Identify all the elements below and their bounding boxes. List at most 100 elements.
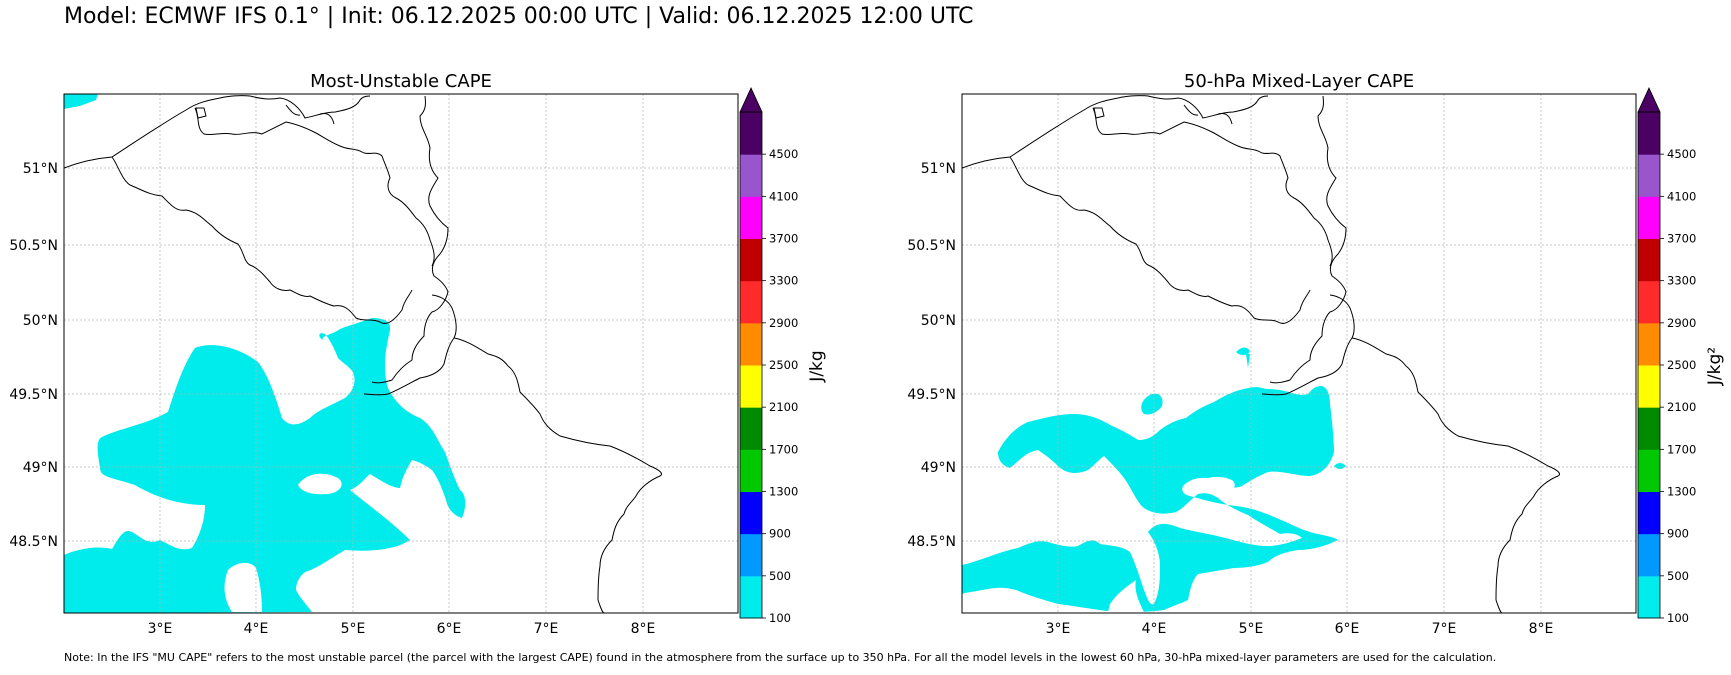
gridlines bbox=[962, 94, 1636, 613]
lat-tick: 48.5°N bbox=[9, 534, 58, 550]
colorbar-tick-label: 1700 bbox=[769, 442, 798, 456]
colorbar-tick-label: 900 bbox=[1667, 527, 1689, 541]
lat-tick: 49°N bbox=[921, 460, 956, 476]
lon-tick: 8°E bbox=[1529, 621, 1554, 637]
lon-tick: 4°E bbox=[244, 621, 269, 637]
colorbar-segment bbox=[1638, 533, 1660, 577]
lon-tick: 3°E bbox=[148, 621, 173, 637]
map-area bbox=[64, 94, 738, 613]
border-luxembourg bbox=[363, 294, 457, 396]
map-frame bbox=[961, 93, 1637, 614]
lat-tick-labels: 48.5°N 49°N 49.5°N 50°N 50.5°N 51°N bbox=[907, 161, 956, 550]
border-france-belgium bbox=[111, 156, 413, 324]
colorbar-tick-label: 4100 bbox=[769, 189, 798, 203]
lat-tick: 49.5°N bbox=[9, 387, 58, 403]
lat-tick: 49°N bbox=[23, 460, 58, 476]
border-netherlands-belgium bbox=[194, 107, 431, 241]
cape-fill-areas bbox=[962, 347, 1346, 612]
colorbar: 100 500 900 1300 1700 2100 2500 2900 3300 3700 410… bbox=[1637, 87, 1696, 625]
lat-tick-labels: 48.5°N 49°N 49.5°N 50°N 50.5°N 51°N bbox=[9, 161, 58, 550]
colorbar-segment bbox=[740, 238, 762, 282]
lon-tick: 6°E bbox=[437, 621, 462, 637]
colorbar-segment bbox=[740, 322, 762, 366]
colorbar: 100 500 900 1300 1700 2100 2500 2900 3300 3700 410… bbox=[739, 87, 798, 625]
colorbar-segment bbox=[1638, 575, 1660, 619]
gridlines bbox=[64, 94, 738, 613]
figure-title: Model: ECMWF IFS 0.1° | Init: 06.12.2025… bbox=[64, 4, 974, 29]
colorbar-tick-label: 2100 bbox=[769, 400, 798, 414]
lon-tick: 7°E bbox=[534, 621, 559, 637]
lat-tick: 51°N bbox=[23, 161, 58, 177]
colorbar-tick-label: 500 bbox=[769, 569, 791, 583]
map-area bbox=[962, 94, 1636, 613]
border-luxembourg bbox=[1261, 294, 1355, 396]
colorbar-extend-triangle bbox=[739, 87, 763, 113]
colorbar-segment bbox=[1638, 112, 1660, 155]
colorbar-segment bbox=[1638, 322, 1660, 366]
colorbar-tick-label: 100 bbox=[769, 611, 791, 625]
lon-tick-labels: 3°E 4°E 5°E 6°E 7°E 8°E bbox=[1046, 621, 1554, 637]
colorbar-segment bbox=[740, 449, 762, 492]
border-netherlands-belgium bbox=[1092, 107, 1329, 241]
border-germany-france bbox=[1351, 337, 1561, 613]
colorbar-segment bbox=[1638, 449, 1660, 492]
colorbar-tick-label: 3700 bbox=[769, 232, 798, 246]
lon-tick: 8°E bbox=[631, 621, 656, 637]
lon-tick: 3°E bbox=[1046, 621, 1071, 637]
panel-title: Most-Unstable CAPE bbox=[310, 71, 492, 92]
cape-region-main bbox=[64, 318, 466, 613]
lon-tick: 6°E bbox=[1335, 621, 1360, 637]
lon-tick: 5°E bbox=[1239, 621, 1264, 637]
lon-tick: 5°E bbox=[341, 621, 366, 637]
colorbar-tick-label: 2500 bbox=[769, 358, 798, 372]
colorbar-tick-label: 3300 bbox=[769, 274, 798, 288]
cape-fill-areas bbox=[64, 94, 466, 613]
colorbar-label: J/kg² bbox=[1705, 347, 1725, 386]
colorbar-segment bbox=[740, 196, 762, 239]
panel-mu-cape: Most-Unstable CAPE bbox=[9, 71, 827, 637]
colorbar-tick-label: 2900 bbox=[1667, 316, 1696, 330]
colorbar-segment bbox=[1638, 365, 1660, 408]
colorbar-tick-label: 2500 bbox=[1667, 358, 1696, 372]
footnote: Note: In the IFS "MU CAPE" refers to the… bbox=[64, 651, 1497, 664]
colorbar-segment bbox=[1638, 407, 1660, 450]
colorbar-segment bbox=[740, 365, 762, 408]
colorbar-segment bbox=[1638, 196, 1660, 239]
lat-tick: 50.5°N bbox=[907, 238, 956, 254]
colorbar-segment bbox=[1638, 238, 1660, 282]
colorbar-segment bbox=[740, 533, 762, 577]
lon-tick: 4°E bbox=[1142, 621, 1167, 637]
border-germany-france bbox=[453, 337, 663, 613]
lon-tick-labels: 3°E 4°E 5°E 6°E 7°E 8°E bbox=[148, 621, 656, 637]
colorbar-tick-label: 1300 bbox=[769, 485, 798, 499]
colorbar-extend-triangle bbox=[1637, 87, 1661, 113]
panel-ml-cape: 50-hPa Mixed-Layer CAPE bbox=[907, 71, 1725, 637]
colorbar-segment bbox=[740, 280, 762, 324]
borders bbox=[64, 95, 663, 613]
lat-tick: 50.5°N bbox=[9, 238, 58, 254]
border-france-belgium bbox=[1009, 156, 1311, 324]
colorbar-segment bbox=[1638, 154, 1660, 197]
colorbar-label: J/kg bbox=[807, 350, 827, 382]
colorbar-tick-label: 2100 bbox=[1667, 400, 1696, 414]
colorbar-tick-label: 1700 bbox=[1667, 442, 1696, 456]
colorbar-tick-label: 3300 bbox=[1667, 274, 1696, 288]
border-germany-belgium bbox=[1269, 95, 1347, 384]
coastline bbox=[962, 95, 1269, 169]
panel-title: 50-hPa Mixed-Layer CAPE bbox=[1184, 71, 1414, 92]
map-frame bbox=[63, 93, 739, 614]
colorbar-tick-label: 3700 bbox=[1667, 232, 1696, 246]
lat-tick: 51°N bbox=[921, 161, 956, 177]
colorbar-segment bbox=[740, 491, 762, 535]
colorbar-segment bbox=[740, 407, 762, 450]
colorbar-tick-label: 4100 bbox=[1667, 189, 1696, 203]
colorbar-segment bbox=[1638, 491, 1660, 535]
colorbar-segment bbox=[1638, 280, 1660, 324]
colorbar-tick-label: 900 bbox=[769, 527, 791, 541]
colorbar-tick-label: 4500 bbox=[769, 147, 798, 161]
borders bbox=[962, 95, 1561, 613]
colorbar-tick-label: 100 bbox=[1667, 611, 1689, 625]
lat-tick: 48.5°N bbox=[907, 534, 956, 550]
coastline bbox=[64, 95, 371, 169]
